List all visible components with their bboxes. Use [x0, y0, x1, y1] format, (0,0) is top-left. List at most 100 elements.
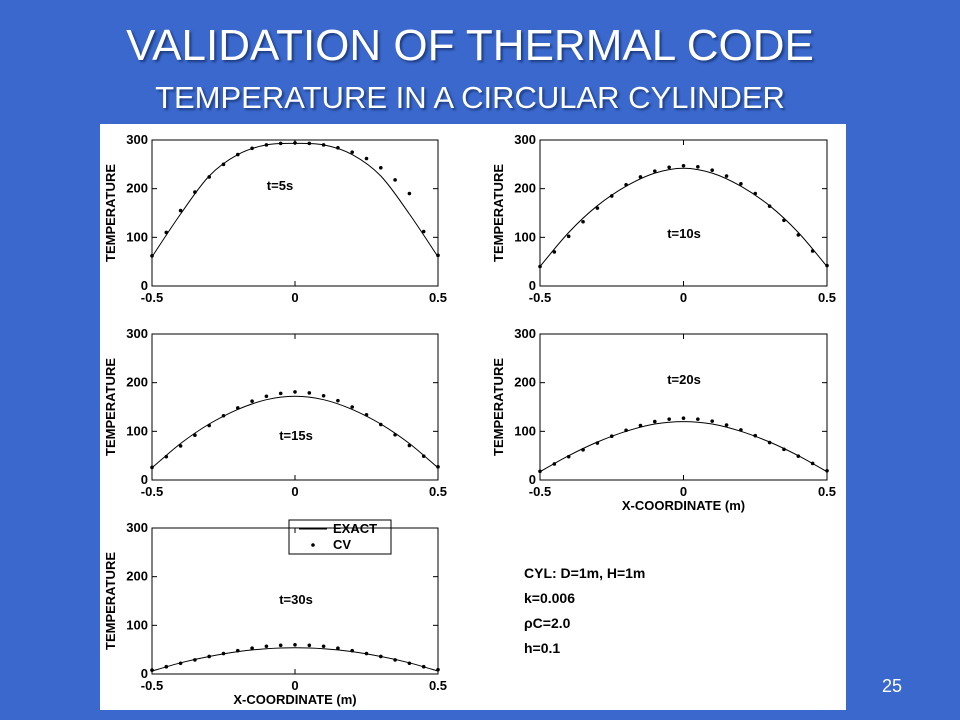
- cv-point: [193, 190, 197, 194]
- cv-point: [307, 643, 312, 648]
- exact-curve: [151, 395, 439, 469]
- cv-point: [293, 390, 297, 394]
- legend: EXACT CV: [288, 519, 392, 555]
- cv-point: [236, 152, 240, 157]
- cv-point: [810, 249, 815, 253]
- x-tick-label: 0: [291, 290, 298, 305]
- x-tick-label: -0.5: [141, 678, 163, 693]
- cv-point: [538, 469, 542, 474]
- cv-point: [581, 448, 585, 452]
- y-tick-label: 0: [141, 278, 148, 293]
- cv-point: [653, 169, 657, 173]
- plot-frame: [151, 139, 439, 287]
- y-axis-label: TEMPERATURE: [103, 358, 118, 456]
- cv-point: [164, 454, 169, 459]
- cv-point: [307, 391, 312, 395]
- cv-point: [364, 651, 369, 656]
- cv-point: [250, 146, 254, 151]
- cv-point: [379, 165, 383, 170]
- legend-cv-label: CV: [333, 537, 351, 552]
- cv-point: [595, 441, 600, 445]
- cv-point: [164, 664, 169, 669]
- note-geometry: CYL: D=1m, H=1m: [524, 565, 645, 581]
- figure-panel: EXACT CV CYL: D=1m, H=1m k=0.006 ρC=2.0 …: [100, 124, 846, 710]
- cv-point: [696, 417, 700, 421]
- y-tick-label: 200: [126, 181, 148, 196]
- cv-point: [796, 233, 801, 237]
- y-tick-label: 200: [126, 569, 148, 584]
- plot-frame: [539, 333, 828, 481]
- y-tick-label: 100: [126, 229, 148, 244]
- cv-point: [336, 646, 340, 651]
- y-tick-label: 300: [126, 326, 148, 341]
- page-number: 25: [881, 676, 903, 696]
- exact-curve: [539, 421, 828, 473]
- y-tick-label: 200: [514, 181, 536, 196]
- cv-point: [436, 465, 440, 469]
- x-tick-label: 0.5: [818, 290, 836, 305]
- y-tick-label: 200: [126, 375, 148, 390]
- cv-point: [321, 394, 326, 398]
- y-tick-label: 0: [529, 278, 536, 293]
- x-tick-label: 0.5: [429, 290, 447, 305]
- y-axis-label: TEMPERATURE: [103, 164, 118, 262]
- cv-point: [293, 141, 297, 145]
- cv-point: [782, 218, 786, 223]
- time-annotation: t=20s: [667, 372, 701, 387]
- cv-point: [407, 191, 412, 196]
- cv-point: [724, 174, 729, 178]
- exact-curve: [151, 647, 439, 672]
- cv-point: [321, 644, 326, 649]
- cv-point: [796, 454, 801, 458]
- cv-point: [421, 454, 426, 458]
- cv-point: [825, 468, 829, 473]
- time-annotation: t=15s: [279, 428, 313, 443]
- x-axis-label: X-COORDINATE (m): [233, 692, 356, 707]
- y-tick-label: 200: [514, 375, 536, 390]
- plot-frame: [539, 139, 828, 287]
- cv-point: [436, 253, 440, 258]
- cv-point: [207, 175, 211, 179]
- cv-point: [379, 654, 383, 659]
- y-tick-label: 300: [514, 326, 536, 341]
- cv-point: [782, 447, 786, 452]
- cv-point: [178, 661, 183, 666]
- cv-point: [624, 428, 628, 433]
- cv-point: [350, 648, 354, 653]
- cv-point: [595, 206, 600, 210]
- y-tick-label: 0: [141, 472, 148, 487]
- y-tick-label: 100: [126, 617, 148, 632]
- cv-point: [264, 644, 269, 649]
- time-annotation: t=30s: [279, 592, 313, 607]
- y-tick-label: 300: [514, 132, 536, 147]
- time-annotation: t=5s: [267, 178, 293, 193]
- cv-point: [207, 654, 211, 659]
- cv-point: [825, 263, 829, 268]
- cv-point: [207, 423, 211, 428]
- cv-point: [407, 443, 412, 448]
- cv-point: [379, 422, 383, 427]
- x-tick-label: 0.5: [818, 484, 836, 499]
- y-tick-label: 100: [514, 423, 536, 438]
- cv-point: [221, 651, 226, 656]
- cv-point: [407, 661, 412, 666]
- cv-point: [221, 413, 226, 418]
- cv-point: [150, 465, 154, 470]
- cv-point: [350, 405, 354, 409]
- cv-point: [293, 643, 297, 647]
- cv-point: [264, 394, 269, 399]
- cv-point: [739, 428, 743, 432]
- cv-point: [609, 434, 614, 439]
- y-tick-label: 0: [141, 666, 148, 681]
- cv-point: [336, 398, 340, 403]
- cv-point: [710, 419, 714, 423]
- figure-svg: EXACT CV CYL: D=1m, H=1m k=0.006 ρC=2.0 …: [103, 132, 836, 707]
- cv-point: [681, 163, 686, 168]
- legend-box: [288, 519, 392, 555]
- cv-point: [178, 444, 183, 448]
- x-tick-label: -0.5: [529, 290, 551, 305]
- cv-point: [552, 462, 557, 466]
- cv-point: [421, 664, 426, 669]
